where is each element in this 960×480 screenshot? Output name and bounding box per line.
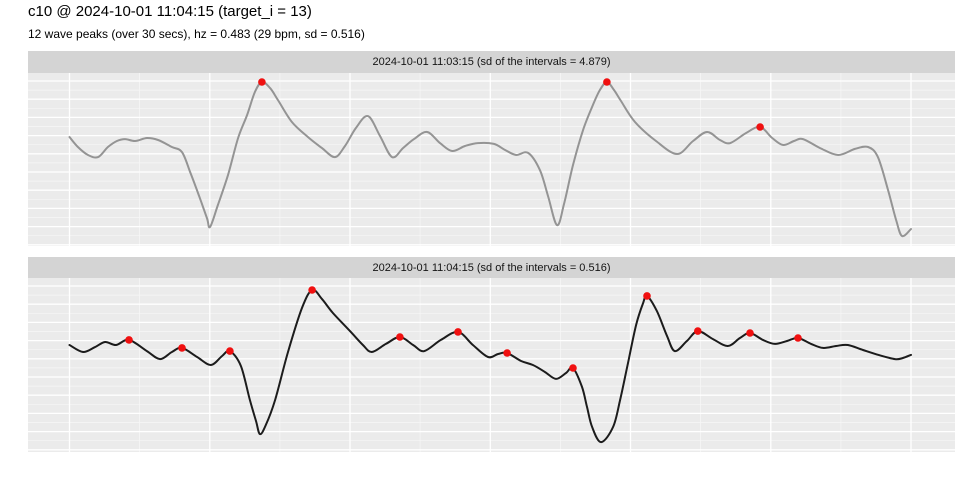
peak-marker — [603, 78, 611, 86]
peak-marker — [643, 292, 651, 300]
minor-gridlines — [28, 73, 955, 246]
peak-marker — [746, 329, 754, 337]
peak-marker — [258, 78, 266, 86]
facet-panel-target-minute-waveform — [28, 278, 955, 452]
peak-marker — [125, 336, 133, 344]
peak-marker — [794, 334, 802, 342]
peak-marker — [226, 347, 234, 355]
peak-marker — [308, 286, 316, 294]
peak-marker — [503, 349, 511, 357]
minor-gridlines — [28, 278, 955, 452]
plot-subtitle: 12 wave peaks (over 30 secs), hz = 0.483… — [28, 27, 365, 41]
peak-marker — [396, 333, 404, 341]
facet-strip-target-minute: 2024-10-01 11:04:15 (sd of the intervals… — [28, 257, 955, 278]
major-gridlines — [28, 73, 955, 246]
facet-panel-previous-minute-waveform — [28, 73, 955, 246]
panel-background — [28, 278, 955, 452]
plot-title: c10 @ 2024-10-01 11:04:15 (target_i = 13… — [28, 3, 312, 20]
waveform-line — [68, 288, 912, 444]
peak-marker — [178, 344, 186, 352]
facet-strip-previous-minute: 2024-10-01 11:03:15 (sd of the intervals… — [28, 51, 955, 73]
peak-marker — [569, 364, 577, 372]
peak-marker — [454, 328, 462, 336]
facet-strip-label: 2024-10-01 11:03:15 (sd of the intervals… — [372, 56, 611, 68]
facet-strip-label: 2024-10-01 11:04:15 (sd of the intervals… — [372, 261, 611, 274]
peak-marker — [694, 327, 702, 335]
peak-marker — [756, 123, 764, 131]
waveform-line — [68, 80, 912, 238]
